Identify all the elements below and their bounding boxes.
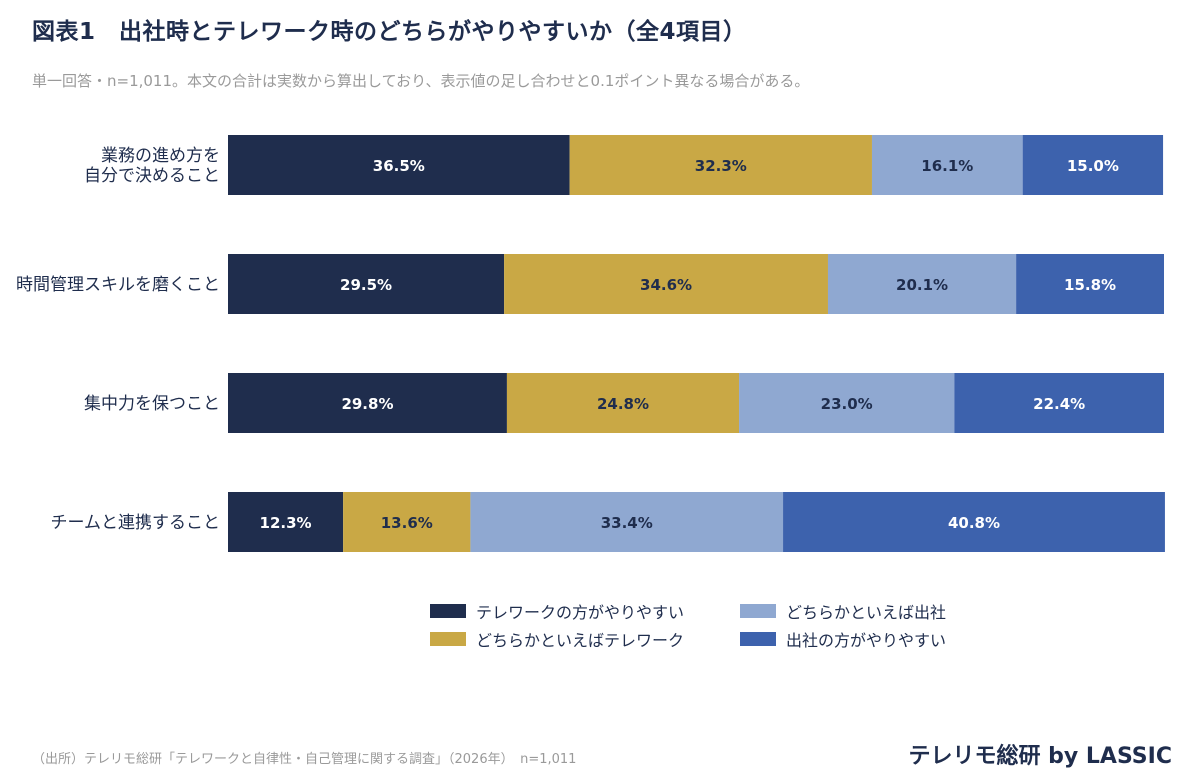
data-label: 32.3% [695, 157, 747, 175]
bar-segment [739, 373, 955, 433]
category-label: 時間管理スキルを磨くこと [16, 275, 220, 295]
bar-segment [228, 254, 505, 314]
category-label: 集中力を保つこと [84, 394, 220, 414]
data-label: 13.6% [381, 514, 433, 532]
legend-swatch [740, 604, 776, 618]
data-label: 29.5% [340, 276, 392, 294]
data-label: 23.0% [821, 395, 873, 413]
legend-label: 出社の方がやりやすい [786, 631, 947, 650]
bar-segment [228, 492, 344, 552]
brand-logo-text: テレリモ総研 by LASSIC [908, 744, 1173, 769]
bar-segment [1016, 254, 1164, 314]
stacked-bar-chart: 業務の進め方を自分で決めること 36.5% 32.3% 16.1% 15.0% 時間管理ス… [16, 135, 1165, 552]
legend-swatch [740, 632, 776, 646]
data-label: 40.8% [948, 514, 1000, 532]
data-label: 29.8% [341, 395, 393, 413]
bar-segment [871, 135, 1023, 195]
legend-label: どちらかといえば出社 [786, 603, 947, 622]
legend-label: テレワークの方がやりやすい [476, 603, 685, 622]
legend-swatch [430, 632, 466, 646]
data-label: 15.8% [1064, 276, 1116, 294]
data-label: 16.1% [921, 157, 973, 175]
bar-segment [783, 492, 1165, 552]
category-label: 業務の進め方を自分で決めること [84, 146, 220, 186]
data-label: 12.3% [260, 514, 312, 532]
legend-item-somewhat-office: どちらかといえば出社 [740, 600, 990, 622]
data-label: 15.0% [1067, 157, 1119, 175]
bar-segment [504, 254, 828, 314]
chart-legend: テレワークの方がやりやすい どちらかといえば出社 どちらかといえばテレワーク 出… [430, 600, 990, 650]
bar-segment [470, 492, 784, 552]
data-label: 36.5% [373, 157, 425, 175]
bar-segment [569, 135, 872, 195]
chart-subtitle: 単一回答・n=1,011。本文の合計は実数から算出しており、表示値の足し合わせと… [32, 72, 810, 90]
bar-segment [228, 373, 507, 433]
bar-segment [1022, 135, 1164, 195]
legend-swatch [430, 604, 466, 618]
legend-item-telework: テレワークの方がやりやすい [430, 600, 740, 622]
legend-item-office: 出社の方がやりやすい [740, 628, 990, 650]
data-label: 34.6% [640, 276, 692, 294]
data-label: 22.4% [1033, 395, 1085, 413]
bar-segment [827, 254, 1017, 314]
bar-segment [343, 492, 471, 552]
data-label: 20.1% [896, 276, 948, 294]
data-label: 24.8% [597, 395, 649, 413]
bar-segment [954, 373, 1164, 433]
data-label: 33.4% [601, 514, 653, 532]
legend-item-somewhat-telework: どちらかといえばテレワーク [430, 628, 740, 650]
bar-segment [228, 135, 570, 195]
category-label: チームと連携すること [51, 513, 221, 533]
chart-title: 図表1 出社時とテレワーク時のどちらがやりやすいか（全4項目） [32, 19, 747, 45]
legend-label: どちらかといえばテレワーク [476, 631, 685, 650]
source-note: （出所）テレリモ総研「テレワークと自律性・自己管理に関する調査」（2026年） … [32, 752, 577, 767]
bar-segment [506, 373, 740, 433]
